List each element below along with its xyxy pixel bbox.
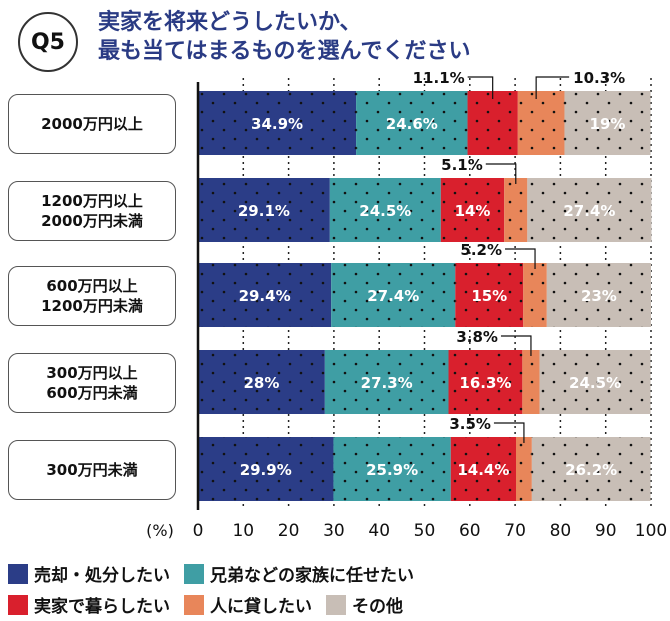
bar-pattern [448,350,523,414]
data-label: 19% [590,115,626,133]
legend-label: その他 [352,597,403,617]
x-tick-label: 10 [232,521,254,541]
legend-row-1: 売却・処分したい 兄弟などの家族に任せたい [8,561,428,586]
legend-label: 実家で暮らしたい [34,597,170,617]
callout-line [535,76,570,99]
legend-swatch [326,594,346,615]
bar-pattern [564,91,651,155]
x-tick-label: 0 [193,521,204,541]
data-label: 14% [455,202,491,220]
legend-item: 売却・処分したい [8,561,170,586]
data-label: 3.8% [456,328,498,346]
data-label: 29.1% [238,202,290,220]
legend-swatch [8,563,28,584]
data-label: 15% [471,287,507,305]
title-line-1: 実家を将来どうしたいか、 [98,10,362,35]
bar-pattern [198,178,330,242]
bar-pattern [527,178,652,242]
data-label: 24.6% [386,115,438,133]
data-label: 29.9% [240,461,292,479]
bar-pattern [198,91,357,155]
data-label: 27.3% [361,374,413,392]
category-label: 600万円以上 1200万円未満 [8,266,176,326]
bar-pattern [539,350,651,414]
x-tick-label: 60 [459,521,481,541]
legend-item: その他 [326,592,403,617]
legend-swatch [8,594,28,615]
chart-title: 実家を将来どうしたいか、 最も当てはまるものを選んでください [98,8,470,66]
x-axis-label: (%) [146,521,174,540]
data-label: 10.3% [573,69,625,87]
legend-item: 実家で暮らしたい [8,592,170,617]
legend-swatch [184,594,204,615]
bar-pattern [467,91,518,155]
bar-pattern [450,437,517,501]
category-label: 300万円以上 600万円未満 [8,353,176,413]
x-tick-label: 90 [595,521,617,541]
data-label: 5.2% [460,241,502,259]
x-tick-label: 40 [368,521,390,541]
data-label: 28% [243,374,279,392]
x-tick-label: 50 [414,521,436,541]
callout-line [505,248,536,269]
x-tick-label: 30 [323,521,345,541]
bar-pattern [531,437,651,501]
bar-pattern [516,437,532,501]
category-label: 1200万円以上 2000万円未満 [8,181,176,241]
category-label: 300万円未満 [8,440,176,500]
bar-pattern [517,91,565,155]
callout-line [500,335,532,356]
data-label: 34.9% [251,115,303,133]
legend-label: 人に貸したい [210,597,312,617]
question-badge: Q5 [18,12,78,72]
legend-swatch [184,563,204,584]
bar-pattern [198,350,325,414]
bar-pattern [329,178,441,242]
data-label: 29.4% [239,287,291,305]
data-label: 3.5% [449,415,491,433]
bar-pattern [198,437,334,501]
data-label: 14.4% [457,461,509,479]
callout-line [493,422,525,443]
x-tick-label: 70 [504,521,526,541]
legend-row-2: 実家で暮らしたい 人に貸したい その他 [8,592,417,617]
bar-pattern [198,263,332,327]
data-label: 23% [581,287,617,305]
bar-pattern [522,350,540,414]
data-label: 24.5% [359,202,411,220]
x-tick-label: 80 [550,521,572,541]
data-label: 27.4% [563,202,615,220]
bar-pattern [546,263,651,327]
data-label: 16.3% [459,374,511,392]
bar-pattern [455,263,524,327]
legend-label: 売却・処分したい [34,566,170,586]
legend-item: 人に貸したい [184,592,312,617]
callout-line [485,163,517,184]
legend-label: 兄弟などの家族に任せたい [210,566,414,586]
bar-pattern [504,178,528,242]
callout-line [467,76,494,99]
category-label: 2000万円以上 [8,94,176,154]
bar-pattern [356,91,468,155]
data-label: 27.4% [367,287,419,305]
data-label: 26.2% [565,461,617,479]
title-line-2: 最も当てはまるものを選んでください [98,39,471,64]
data-label: 5.1% [441,156,483,174]
bar-pattern [333,437,451,501]
data-label: 24.5% [569,374,621,392]
x-tick-label: 100 [635,521,667,541]
data-label: 11.1% [413,69,465,87]
bar-pattern [331,263,456,327]
bar-pattern [523,263,547,327]
bar-pattern [324,350,449,414]
bar-pattern [440,178,505,242]
legend-item: 兄弟などの家族に任せたい [184,561,414,586]
x-tick-label: 20 [278,521,300,541]
data-label: 25.9% [366,461,418,479]
